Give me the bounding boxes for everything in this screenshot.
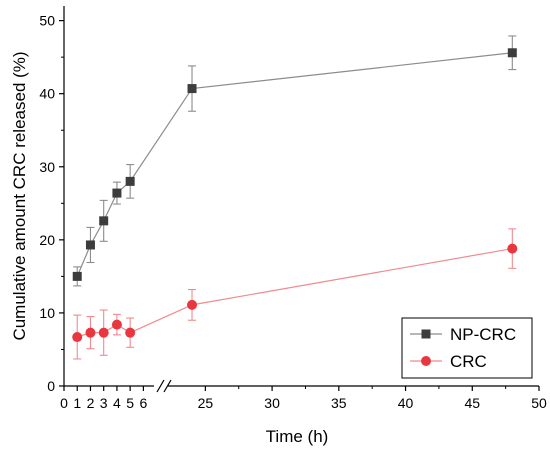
- data-point: [85, 240, 95, 250]
- x-tick-label: 40: [398, 395, 414, 411]
- x-axis-title: Time (h): [266, 427, 329, 446]
- x-tick-label: 35: [331, 395, 347, 411]
- x-tick-label: 45: [464, 395, 480, 411]
- data-point: [98, 327, 109, 338]
- y-tick-label: 40: [39, 86, 55, 102]
- data-point: [85, 327, 96, 338]
- legend-label: CRC: [450, 352, 487, 371]
- data-point: [72, 332, 83, 343]
- legend: NP-CRC CRC: [401, 317, 533, 379]
- y-tick-label: 10: [39, 305, 55, 321]
- data-point: [125, 327, 136, 338]
- data-point: [187, 299, 198, 310]
- x-tick-label: 25: [198, 395, 214, 411]
- series-line: [76, 52, 513, 277]
- x-tick-label: 30: [264, 395, 280, 411]
- data-point: [125, 176, 135, 186]
- x-tick-label: 50: [531, 395, 547, 411]
- data-point: [507, 48, 517, 58]
- y-tick-label: 20: [39, 232, 55, 248]
- x-tick-label: 4: [113, 395, 121, 411]
- legend-marker: [421, 356, 431, 366]
- data-point: [507, 243, 518, 254]
- axis-break-mark: [156, 379, 165, 393]
- y-tick-label: 30: [39, 159, 55, 175]
- x-tick-label: 6: [139, 395, 147, 411]
- x-tick-label: 5: [126, 395, 134, 411]
- x-tick-label: 0: [60, 395, 68, 411]
- series-np-crc: [72, 35, 517, 287]
- legend-label: NP-CRC: [450, 325, 516, 344]
- y-tick-label: 50: [39, 13, 55, 29]
- y-axis-title: Cumulative amount CRC released (%): [10, 51, 29, 340]
- axis-break-mark: [163, 379, 172, 393]
- data-point: [112, 188, 122, 198]
- legend-marker: [421, 329, 431, 339]
- series-crc: [72, 228, 518, 360]
- data-point: [72, 271, 82, 281]
- legend-box: [401, 317, 533, 379]
- x-tick-label: 1: [73, 395, 81, 411]
- x-tick-label: 2: [87, 395, 95, 411]
- series-layer: [72, 35, 518, 360]
- x-tick-label: 3: [100, 395, 108, 411]
- data-point: [187, 84, 197, 94]
- y-tick-label: 0: [47, 378, 55, 394]
- data-point: [111, 319, 122, 330]
- data-point: [99, 216, 109, 226]
